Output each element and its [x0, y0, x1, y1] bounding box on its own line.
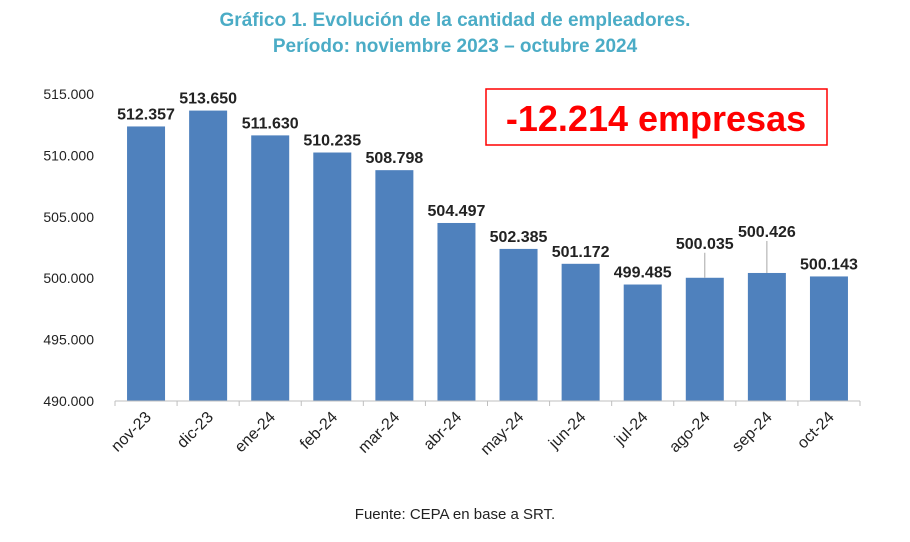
bar: [809, 276, 848, 401]
bar-chart: 490.000 495.000 500.000 505.000 510.000 515.0…: [43, 86, 861, 459]
y-tick-label: 495.000: [43, 332, 94, 348]
x-tick-label: jul-24: [611, 409, 651, 449]
data-label: 511.630: [242, 115, 299, 132]
x-tick-label: feb-24: [297, 409, 341, 453]
x-tick-label: oct-24: [794, 409, 838, 453]
data-label: 501.172: [552, 244, 610, 261]
data-label: 510.235: [303, 133, 361, 150]
x-tick-label: dic-23: [174, 409, 217, 452]
x-axis: nov-23 dic-23 ene-24 feb-24 mar-24 abr-24 may-…: [108, 400, 861, 459]
data-label: 513.650: [179, 91, 237, 108]
x-tick-label: mar-24: [355, 409, 403, 457]
bar: [251, 135, 290, 401]
bar: [437, 222, 476, 401]
bar: [499, 248, 538, 401]
bar: [747, 272, 786, 401]
chart-title-line-2: Período: noviembre 2023 – octubre 2024: [272, 36, 638, 57]
bars: [127, 110, 848, 401]
bar: [127, 126, 166, 401]
data-label: 508.798: [365, 150, 423, 167]
y-tick-label: 490.000: [43, 393, 94, 409]
data-label: 500.035: [676, 236, 734, 253]
bar: [375, 170, 414, 401]
callout-text: -12.214 empresas: [506, 98, 806, 139]
data-label: 500.426: [738, 224, 796, 241]
y-tick-label: 510.000: [43, 147, 94, 163]
bar: [561, 263, 600, 401]
bar: [189, 110, 228, 401]
y-tick-label: 515.000: [43, 86, 94, 102]
x-tick-label: sep-24: [729, 409, 776, 456]
bar: [623, 284, 662, 401]
x-tick-label: may-24: [478, 409, 528, 459]
x-tick-label: jun-24: [545, 409, 589, 453]
chart-source: Fuente: CEPA en base a SRT.: [354, 506, 556, 523]
y-tick-label: 505.000: [43, 209, 94, 225]
data-label: 500.143: [800, 256, 858, 273]
data-label: 502.385: [490, 229, 548, 246]
bar: [313, 152, 352, 401]
x-tick-label: abr-24: [421, 409, 466, 454]
x-tick-label: nov-23: [108, 409, 155, 456]
data-label: 499.485: [614, 265, 672, 282]
callout-box: -12.214 empresas: [485, 88, 828, 146]
x-tick-label: ago-24: [666, 409, 713, 456]
callout-border: [485, 88, 828, 146]
x-tick-label: ene-24: [232, 409, 279, 456]
bar: [685, 277, 724, 401]
y-axis: 490.000 495.000 500.000 505.000 510.000 515.0…: [43, 86, 94, 409]
data-label: 504.497: [428, 203, 486, 220]
y-tick-label: 500.000: [43, 270, 94, 286]
data-label: 512.357: [117, 106, 175, 123]
chart-title-line-1: Gráfico 1. Evolución de la cantidad de e…: [219, 10, 691, 31]
